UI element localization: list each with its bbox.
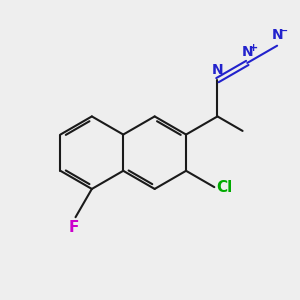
Text: Cl: Cl [217, 180, 233, 195]
Text: N: N [242, 45, 253, 59]
Text: −: − [279, 26, 288, 36]
Text: F: F [69, 220, 79, 235]
Text: N: N [271, 28, 283, 42]
Text: +: + [249, 44, 259, 53]
Text: N: N [212, 63, 223, 76]
